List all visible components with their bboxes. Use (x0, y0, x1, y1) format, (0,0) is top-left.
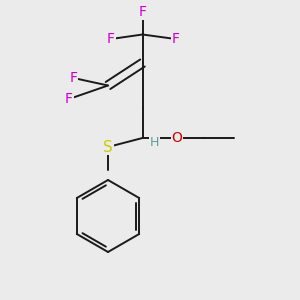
Text: O: O (172, 131, 182, 145)
Text: F: F (107, 32, 115, 46)
Text: S: S (103, 140, 113, 154)
Text: F: F (65, 92, 73, 106)
Text: F: F (139, 5, 146, 19)
Text: F: F (70, 71, 77, 85)
Text: F: F (172, 32, 179, 46)
Text: H: H (150, 136, 159, 149)
